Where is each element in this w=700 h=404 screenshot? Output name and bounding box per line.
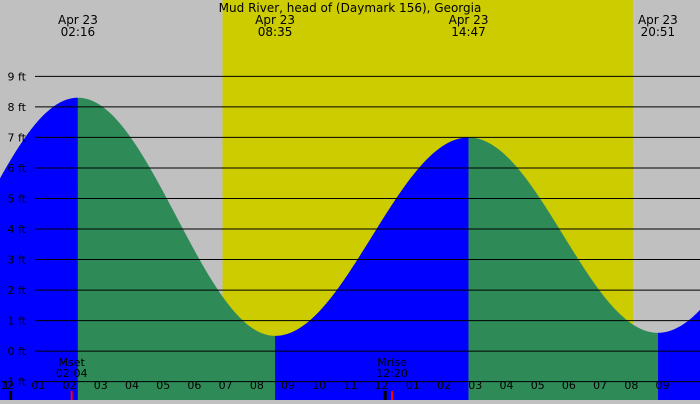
- hour-tick-label: 08: [624, 379, 638, 392]
- tide-area-rising: [275, 137, 469, 400]
- y-tick-label: 1 ft: [8, 315, 27, 328]
- hour-tick-label: 04: [125, 379, 139, 392]
- hour-tick-label: 01: [31, 379, 45, 392]
- hour-tick-label: 09: [656, 379, 670, 392]
- moon-event-label: Mset: [59, 356, 86, 369]
- hour-tick-label: 06: [187, 379, 201, 392]
- hour-tick-label: 08: [250, 379, 264, 392]
- chart-title: Mud River, head of (Daymark 156), Georgi…: [219, 1, 482, 15]
- hour-tick-label: 04: [500, 379, 514, 392]
- hour-tick-label: 07: [219, 379, 233, 392]
- hour-tick-label: 02: [63, 379, 77, 392]
- extremum-time-label: 14:47: [451, 25, 486, 39]
- moon-event-label: Mrise: [377, 356, 407, 369]
- y-tick-label: 3 ft: [8, 254, 27, 267]
- hour-tick-label: 10: [312, 379, 326, 392]
- hour-tick-label: 02: [437, 379, 451, 392]
- y-tick-label: 7 ft: [8, 131, 27, 144]
- sun-marker: [383, 391, 387, 400]
- moon-event-time: 12:20: [376, 367, 408, 380]
- hour-tick-label: 01: [406, 379, 420, 392]
- tide-area-falling: [468, 137, 658, 400]
- hour-tick-label: 12: [0, 379, 14, 392]
- hour-tick-label: 03: [468, 379, 482, 392]
- tide-area-rising: [657, 309, 700, 400]
- y-tick-label: 0 ft: [8, 345, 27, 358]
- extremum-time-label: 02:16: [61, 25, 96, 39]
- tide-area-rising: [0, 97, 78, 401]
- extremum-time-label: 20:51: [641, 25, 676, 39]
- moon-event-time: 02:04: [56, 367, 88, 380]
- sun-marker: [9, 391, 13, 400]
- y-tick-label: -1 ft: [4, 376, 27, 389]
- hour-tick-label: 06: [562, 379, 576, 392]
- hour-tick-label: 05: [156, 379, 170, 392]
- hour-tick-label: 07: [593, 379, 607, 392]
- y-tick-label: 2 ft: [8, 284, 27, 297]
- tide-area-falling: [77, 97, 276, 401]
- hour-tick-label: 12: [375, 379, 389, 392]
- hour-tick-label: 11: [343, 379, 357, 392]
- y-tick-label: 5 ft: [8, 192, 27, 205]
- y-tick-label: 9 ft: [8, 70, 27, 83]
- y-tick-label: 4 ft: [8, 223, 27, 236]
- hour-tick-label: 09: [281, 379, 295, 392]
- y-tick-label: 6 ft: [8, 162, 27, 175]
- y-tick-label: 8 ft: [8, 101, 27, 114]
- hour-tick-label: 05: [531, 379, 545, 392]
- extremum-date-label: Apr 23: [638, 13, 678, 27]
- extremum-date-label: Apr 23: [58, 13, 98, 27]
- extremum-time-label: 08:35: [258, 25, 293, 39]
- hour-tick-label: 03: [94, 379, 108, 392]
- extremum-date-label: Apr 23: [449, 13, 489, 27]
- extremum-date-label: Apr 23: [255, 13, 295, 27]
- hour-tick-label: 1: [3, 379, 10, 392]
